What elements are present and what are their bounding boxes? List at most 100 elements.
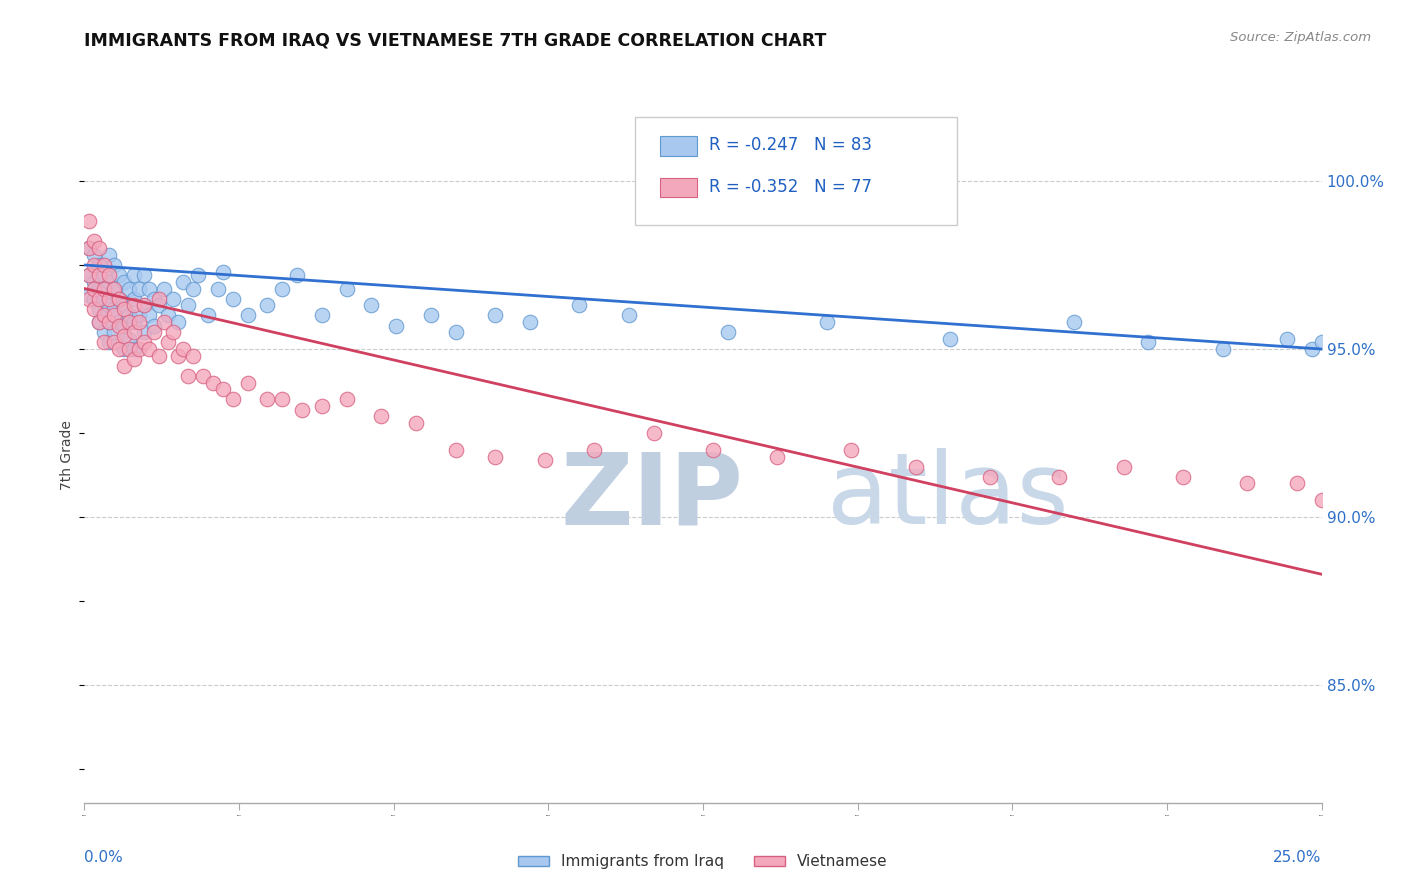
Point xyxy=(103,281,125,295)
Point xyxy=(148,292,170,306)
Point xyxy=(89,315,111,329)
Point xyxy=(112,318,135,333)
Point xyxy=(152,281,174,295)
Point xyxy=(167,349,190,363)
Point xyxy=(533,453,555,467)
Point xyxy=(89,241,111,255)
Point xyxy=(148,349,170,363)
FancyBboxPatch shape xyxy=(636,118,956,226)
Point xyxy=(419,309,441,323)
Point xyxy=(98,248,121,262)
Point xyxy=(207,281,229,295)
Point xyxy=(93,292,115,306)
Point xyxy=(132,268,155,282)
Point xyxy=(202,376,225,390)
Point xyxy=(236,309,259,323)
Point xyxy=(256,298,278,312)
Point xyxy=(112,342,135,356)
Point xyxy=(108,315,131,329)
Point xyxy=(103,309,125,323)
Point xyxy=(103,301,125,316)
Point xyxy=(236,376,259,390)
Point xyxy=(93,335,115,350)
Point xyxy=(181,349,204,363)
Point xyxy=(197,309,219,323)
Point xyxy=(108,268,131,282)
Point xyxy=(1275,332,1298,346)
Point xyxy=(152,315,174,329)
Point xyxy=(93,258,115,272)
Text: 25.0%: 25.0% xyxy=(1274,850,1322,865)
Point xyxy=(291,402,314,417)
Point xyxy=(583,442,606,457)
Point xyxy=(89,281,111,295)
Point xyxy=(108,318,131,333)
Point xyxy=(118,309,141,323)
Legend: Immigrants from Iraq, Vietnamese: Immigrants from Iraq, Vietnamese xyxy=(512,848,894,875)
Point xyxy=(181,281,204,295)
Point xyxy=(128,342,150,356)
Point xyxy=(93,309,115,323)
Point xyxy=(167,315,190,329)
Point xyxy=(83,281,105,295)
Point xyxy=(79,288,101,302)
Point xyxy=(222,292,245,306)
Point xyxy=(1301,342,1323,356)
Text: atlas: atlas xyxy=(827,448,1069,545)
Point xyxy=(172,342,194,356)
Point xyxy=(93,309,115,323)
Point xyxy=(89,258,111,272)
Point xyxy=(162,292,184,306)
Point xyxy=(103,335,125,350)
Point xyxy=(336,392,359,407)
Point xyxy=(979,469,1001,483)
Point xyxy=(1171,469,1194,483)
Point xyxy=(132,325,155,339)
Point xyxy=(98,335,121,350)
Text: ZIP: ZIP xyxy=(561,448,744,545)
Point xyxy=(108,342,131,356)
Point xyxy=(83,248,105,262)
Point xyxy=(1212,342,1234,356)
Point xyxy=(83,275,105,289)
Point xyxy=(128,281,150,295)
Point xyxy=(112,301,135,316)
Point xyxy=(122,315,145,329)
Point xyxy=(484,309,506,323)
Point xyxy=(256,392,278,407)
Point xyxy=(108,292,131,306)
Point xyxy=(1137,335,1160,350)
Point xyxy=(122,325,145,339)
Text: R = -0.247   N = 83: R = -0.247 N = 83 xyxy=(709,136,872,154)
Point xyxy=(132,298,155,312)
Point xyxy=(79,241,101,255)
Point xyxy=(370,409,392,424)
Point xyxy=(484,450,506,464)
Point xyxy=(444,325,467,339)
Point xyxy=(122,298,145,312)
Point xyxy=(405,416,427,430)
Point xyxy=(93,325,115,339)
Point xyxy=(89,315,111,329)
Point xyxy=(157,309,180,323)
Point xyxy=(79,241,101,255)
Point xyxy=(444,442,467,457)
Point xyxy=(138,281,160,295)
Point xyxy=(118,342,141,356)
Point xyxy=(1236,476,1258,491)
Point xyxy=(617,309,640,323)
Point xyxy=(112,328,135,343)
Point xyxy=(285,268,308,282)
Point xyxy=(271,392,294,407)
Point xyxy=(83,258,105,272)
Point xyxy=(93,281,115,295)
Point xyxy=(385,318,408,333)
Point xyxy=(79,268,101,282)
Point xyxy=(1063,315,1085,329)
Point xyxy=(841,442,863,457)
Point xyxy=(519,315,541,329)
Point xyxy=(93,268,115,282)
Point xyxy=(904,459,927,474)
Point xyxy=(212,383,235,397)
Point xyxy=(148,298,170,312)
